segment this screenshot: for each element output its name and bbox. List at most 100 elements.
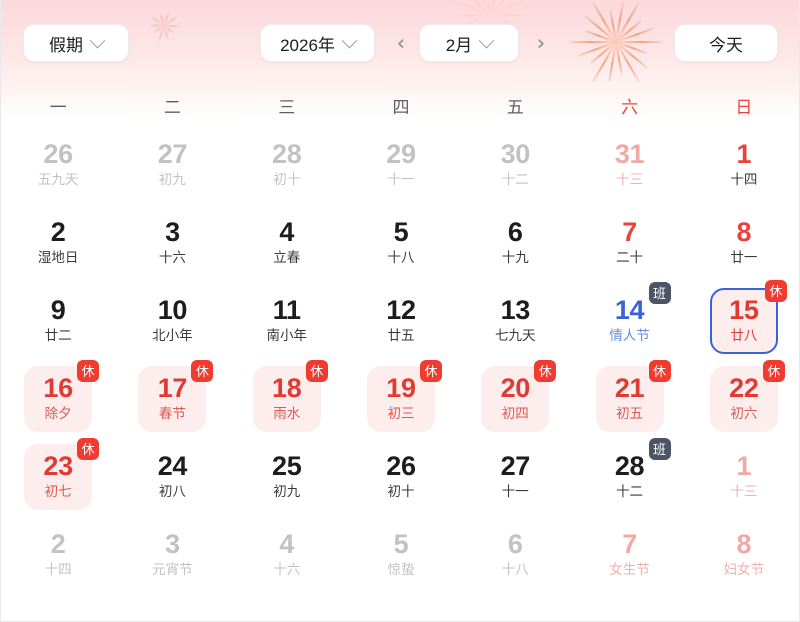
chevron-down-icon <box>89 32 106 48</box>
day-number: 6 <box>507 216 523 247</box>
day-box: 17 春节 休 <box>138 360 214 432</box>
rest-day-badge: 休 <box>77 360 100 382</box>
day-cell[interactable]: 27 十一 <box>458 438 572 516</box>
day-number: 25 <box>271 450 302 481</box>
day-cell[interactable]: 25 初九 <box>230 438 344 516</box>
day-number: 1 <box>736 138 752 169</box>
day-cell[interactable]: 11 南小年 <box>230 282 344 360</box>
weekday-header-1: 二 <box>163 97 181 117</box>
day-cell[interactable]: 17 春节 休 <box>115 360 229 438</box>
day-cell[interactable]: 8 廿一 <box>687 204 799 282</box>
day-box: 5 十八 <box>367 210 435 276</box>
day-box: 2 湿地日 <box>24 210 92 276</box>
day-number: 7 <box>622 528 637 559</box>
day-cell[interactable]: 29 十一 <box>344 126 458 204</box>
day-lunar-label: 惊蛰 <box>387 561 415 577</box>
day-lunar-label: 妇女节 <box>723 561 765 577</box>
day-cell[interactable]: 22 初六 休 <box>687 360 799 438</box>
next-month-arrow-icon[interactable]: › <box>536 30 546 55</box>
day-number: 8 <box>736 216 752 247</box>
today-button[interactable]: 今天 <box>674 24 778 62</box>
day-cell[interactable]: 30 十二 <box>458 126 572 204</box>
day-cell[interactable]: 24 初八 <box>115 438 229 516</box>
weekday-header-2: 三 <box>278 97 296 117</box>
day-cell[interactable]: 5 十八 <box>344 204 458 282</box>
prev-month-arrow-icon[interactable]: ‹ <box>396 30 406 55</box>
day-cell[interactable]: 8 妇女节 <box>687 516 799 594</box>
day-lunar-label: 二十 <box>616 249 644 265</box>
day-cell[interactable]: 2 十四 <box>1 516 115 594</box>
day-lunar-label: 十六 <box>273 561 301 577</box>
day-cell[interactable]: 31 十三 <box>572 126 686 204</box>
day-number: 8 <box>736 528 752 559</box>
day-cell[interactable]: 20 初四 休 <box>458 360 572 438</box>
rest-day-badge: 休 <box>648 360 671 382</box>
month-dropdown[interactable]: 2月 <box>419 24 519 62</box>
day-box: 31 十三 <box>596 132 664 198</box>
chevron-down-icon <box>478 32 495 48</box>
day-cell[interactable]: 4 立春 <box>230 204 344 282</box>
weekday-header-6: 日 <box>735 97 753 117</box>
day-box: 21 初五 休 <box>595 360 671 432</box>
holiday-filter-dropdown[interactable]: 假期 <box>23 24 129 62</box>
day-cell[interactable]: 18 雨水 休 <box>230 360 344 438</box>
day-box: 28 十二 班 <box>596 438 671 510</box>
day-cell[interactable]: 6 十八 <box>458 516 572 594</box>
today-button-label: 今天 <box>709 35 743 55</box>
day-lunar-label: 除夕 <box>44 405 72 421</box>
day-lunar-label: 十四 <box>44 561 72 577</box>
day-cell[interactable]: 21 初五 休 <box>572 360 686 438</box>
day-lunar-label: 廿五 <box>387 327 415 343</box>
day-lunar-label: 雨水 <box>273 405 301 421</box>
day-cell[interactable]: 19 初三 休 <box>344 360 458 438</box>
day-cell[interactable]: 14 情人节 班 <box>572 282 686 360</box>
year-dropdown[interactable]: 2026年 <box>260 24 375 62</box>
day-number: 27 <box>500 450 531 481</box>
day-cell[interactable]: 28 初十 <box>230 126 344 204</box>
rest-day-badge: 休 <box>419 360 442 382</box>
day-number: 31 <box>614 138 645 169</box>
day-cell[interactable]: 10 北小年 <box>115 282 229 360</box>
month-label: 2月 <box>445 35 473 55</box>
rest-day-badge: 休 <box>764 280 787 302</box>
day-cell[interactable]: 3 元宵节 <box>115 516 229 594</box>
day-cell[interactable]: 1 十四 <box>687 126 799 204</box>
day-cell[interactable]: 27 初九 <box>115 126 229 204</box>
day-box: 6 十八 <box>481 522 549 588</box>
day-cell[interactable]: 13 七九天 <box>458 282 572 360</box>
day-number: 7 <box>622 216 637 247</box>
day-cell[interactable]: 16 除夕 休 <box>1 360 115 438</box>
day-cell[interactable]: 9 廿二 <box>1 282 115 360</box>
day-cell[interactable]: 4 十六 <box>230 516 344 594</box>
day-box: 7 二十 <box>596 210 664 276</box>
day-lunar-label: 十一 <box>387 171 415 187</box>
day-cell[interactable]: 28 十二 班 <box>572 438 686 516</box>
day-cell[interactable]: 7 女生节 <box>572 516 686 594</box>
day-cell[interactable]: 2 湿地日 <box>1 204 115 282</box>
day-cell[interactable]: 3 十六 <box>115 204 229 282</box>
chevron-down-icon <box>341 32 358 48</box>
day-lunar-label: 湿地日 <box>37 249 79 265</box>
day-lunar-label: 北小年 <box>152 327 193 343</box>
day-box: 7 女生节 <box>596 522 664 588</box>
day-cell[interactable]: 7 二十 <box>572 204 686 282</box>
day-box: 1 十三 <box>710 444 778 510</box>
day-cell[interactable]: 1 十三 <box>687 438 799 516</box>
day-box: 3 元宵节 <box>138 522 206 588</box>
day-lunar-label: 廿二 <box>44 327 72 343</box>
day-cell[interactable]: 15 廿八 休 <box>687 280 799 360</box>
calendar-day-grid: 26 五九天 27 初九 28 初十 29 十一 30 十二 31 十三 1 十四 2 湿地日 3 十六 4 立春 5 十… <box>1 126 799 594</box>
day-cell[interactable]: 5 惊蛰 <box>344 516 458 594</box>
day-cell[interactable]: 23 初七 休 <box>1 438 115 516</box>
day-cell[interactable]: 26 初十 <box>344 438 458 516</box>
day-cell[interactable]: 6 十九 <box>458 204 572 282</box>
day-cell[interactable]: 12 廿五 <box>344 282 458 360</box>
day-number: 18 <box>271 372 302 403</box>
day-lunar-label: 情人节 <box>609 327 650 343</box>
day-box: 13 七九天 <box>481 288 549 354</box>
day-lunar-label: 十四 <box>730 171 758 187</box>
day-cell[interactable]: 26 五九天 <box>1 126 115 204</box>
day-number: 2 <box>50 528 66 559</box>
day-lunar-label: 十二 <box>501 171 529 187</box>
day-lunar-label: 十八 <box>501 561 529 577</box>
